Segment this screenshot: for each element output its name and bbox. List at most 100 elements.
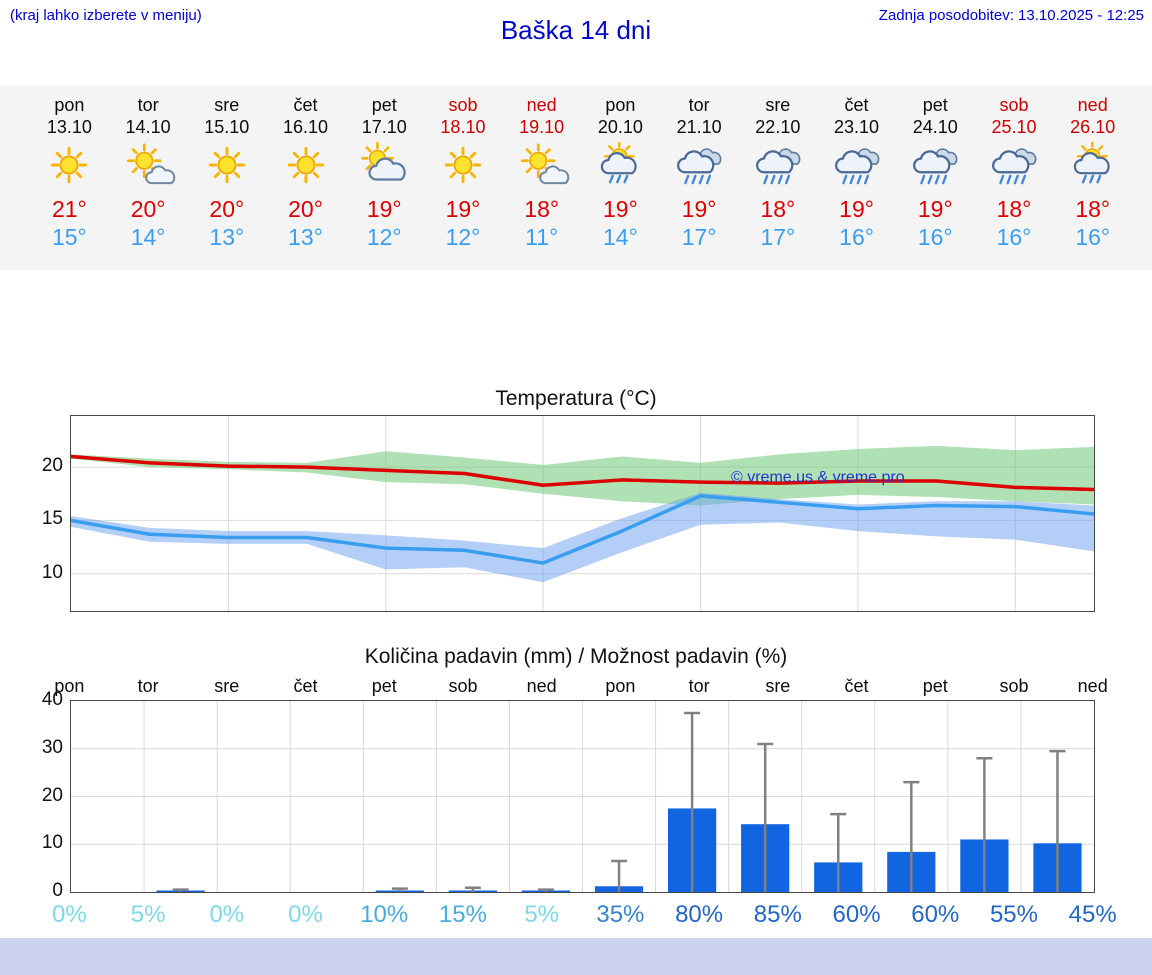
precip-probability: 15% [438, 901, 487, 928]
precip-probability: 5% [130, 901, 166, 928]
precip-probability: 0% [288, 901, 323, 928]
day-name: tor [688, 95, 710, 115]
precipitation-chart-svg [71, 701, 1094, 892]
day-name: pet [371, 95, 397, 115]
forecast-day: sre 22.10 18° 17° [738, 94, 817, 270]
high-temp: 20° [130, 196, 166, 222]
low-temp: 17° [760, 224, 796, 250]
low-temp: 16° [996, 224, 1032, 250]
precip-day-label: ned [1077, 676, 1108, 696]
sun-cloud-icon [355, 142, 413, 188]
forecast-day: čet 16.10 20° 13° [266, 94, 345, 270]
forecast-day: pon 20.10 19° 14° [581, 94, 660, 270]
day-name: pon [605, 95, 636, 115]
precip-day-label: sre [214, 676, 240, 696]
low-temp: 13° [209, 224, 245, 250]
day-date: 14.10 [125, 117, 171, 137]
watermark-link[interactable]: © vreme.us & vreme.pro [731, 469, 905, 486]
precip-y-tick: 10 [41, 832, 63, 854]
precip-probability: 35% [596, 901, 645, 928]
low-temp: 14° [603, 224, 638, 250]
high-temp: 19° [917, 196, 953, 222]
forecast-day: čet 23.10 19° 16° [817, 94, 896, 270]
rain-icon [749, 142, 807, 188]
sun-rain-icon [1064, 142, 1122, 188]
low-temp: 16° [1075, 224, 1111, 250]
precip-day-label: pon [54, 676, 85, 696]
temp-y-tick: 15 [41, 508, 63, 530]
temperature-chart-title: Temperatura (°C) [495, 387, 657, 410]
day-name: sre [765, 95, 791, 115]
precip-probability: 60% [832, 901, 881, 928]
high-temp: 20° [209, 196, 245, 222]
precip-day-label: ned [526, 676, 557, 696]
sun-icon [277, 142, 335, 188]
precip-day-label: pon [605, 676, 636, 696]
location-menu-note: (kraj lahko izberete v meniju) [10, 7, 202, 24]
day-date: 16.10 [282, 117, 329, 137]
high-temp: 19° [839, 196, 874, 222]
day-date: 17.10 [361, 117, 407, 137]
day-date: 20.10 [597, 117, 643, 137]
footer-bar [0, 938, 1152, 975]
sun-icon [40, 142, 98, 188]
day-date: 13.10 [46, 117, 92, 137]
precip-probability: 0% [209, 901, 245, 928]
precip-probability: 80% [675, 901, 724, 928]
precip-probability: 5% [524, 901, 560, 928]
high-temp: 19° [603, 196, 638, 222]
precip-probability: 60% [911, 901, 960, 928]
day-name: sre [214, 95, 240, 115]
temperature-chart: © vreme.us & vreme.pro 10 15 20 [42, 415, 1095, 612]
precip-probability: 85% [753, 901, 802, 928]
forecast-strip: pon 13.10 21° 15° tor 14.10 20° 14° sre 15.10 20° 1… [0, 85, 1152, 270]
low-temp: 13° [288, 224, 323, 250]
high-temp: 18° [1075, 196, 1111, 222]
forecast-day: ned 19.10 18° 11° [502, 94, 581, 270]
precip-probability-row: 0% 5% 0% 0% 10% 15% 5% 35% 80% 85% 60% 60% 55% 45% [30, 901, 1132, 929]
day-name: čet [844, 95, 869, 115]
temperature-chart-svg [71, 416, 1094, 611]
day-name: tor [137, 95, 159, 115]
high-temp: 19° [366, 196, 402, 222]
temp-min-line [71, 494, 1094, 565]
forecast-day: pet 17.10 19° 12° [345, 94, 424, 270]
high-temp: 18° [524, 196, 560, 222]
low-temp: 15° [51, 224, 87, 250]
forecast-day: sob 18.10 19° 12° [424, 94, 503, 270]
rain-icon [670, 142, 728, 188]
page-title: Baška 14 dni [500, 15, 652, 45]
high-temp: 20° [288, 196, 323, 222]
day-name: sob [999, 95, 1029, 115]
sun-icon [198, 142, 256, 188]
low-temp: 16° [839, 224, 874, 250]
day-date: 15.10 [204, 117, 250, 137]
day-name: sob [448, 95, 478, 115]
forecast-day: pet 24.10 19° 16° [896, 94, 975, 270]
rain-icon [828, 142, 886, 188]
low-temp: 17° [681, 224, 717, 250]
precip-y-tick: 0 [52, 879, 63, 901]
high-temp: 18° [760, 196, 796, 222]
precip-day-label: sob [999, 676, 1029, 696]
day-name: pon [54, 95, 85, 115]
rain-icon [985, 142, 1043, 188]
high-temp: 19° [445, 196, 481, 222]
day-date: 22.10 [755, 117, 801, 137]
high-temp: 19° [681, 196, 717, 222]
last-updated: Zadnja posodobitev: 13.10.2025 - 12:25 [878, 7, 1144, 24]
precip-y-tick: 20 [41, 784, 63, 806]
precip-probability: 10% [360, 901, 409, 928]
low-temp: 12° [366, 224, 402, 250]
precip-probability: 0% [52, 901, 87, 928]
day-date: 18.10 [440, 117, 486, 137]
precipitation-chart: 0 10 20 30 40 [42, 689, 1095, 901]
temp-max-range [71, 445, 1094, 506]
day-date: 23.10 [834, 117, 880, 137]
temp-y-tick: 20 [41, 455, 63, 477]
precip-probability: 45% [1068, 901, 1117, 928]
day-date: 19.10 [519, 117, 565, 137]
precip-day-label: čet [293, 676, 318, 696]
low-temp: 11° [525, 224, 559, 250]
forecast-day: tor 21.10 19° 17° [660, 94, 739, 270]
